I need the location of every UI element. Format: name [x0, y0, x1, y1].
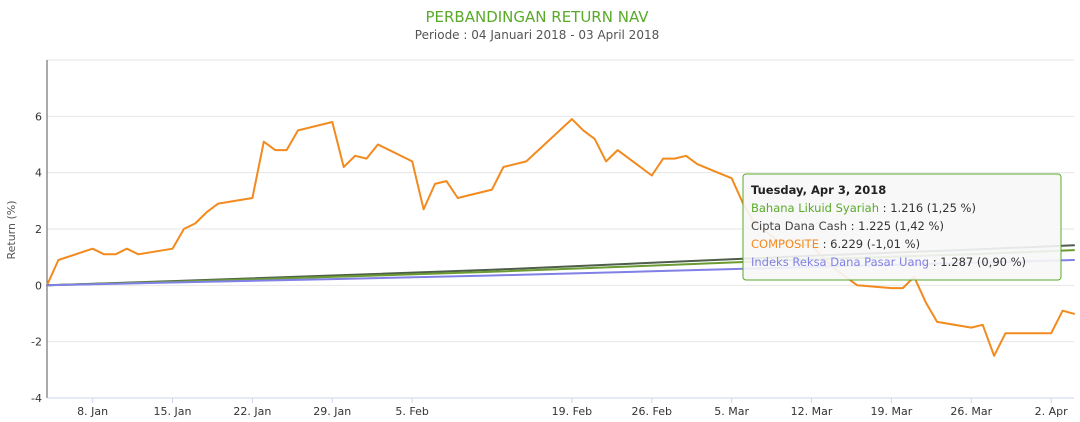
axis-layer: -4 -2 0 2 4 6 8. Jan 15. Jan 22. Jan 29. Jan 5. Fe… [31, 60, 1074, 418]
tooltip-series-name: Bahana Likuid Syariah [751, 201, 879, 215]
x-tick-label: 22. Jan [233, 405, 271, 418]
tooltip: Tuesday, Apr 3, 2018 Bahana Likuid Syaria… [742, 173, 1062, 281]
y-tick-label: 6 [35, 110, 42, 123]
y-tick-label: 2 [35, 223, 42, 236]
x-tick-label: 8. Jan [77, 405, 108, 418]
tooltip-series-name: Cipta Dana Cash [751, 219, 847, 233]
x-tick-label: 5. Feb [395, 405, 428, 418]
x-tick-label: 2. Apr [1035, 405, 1068, 418]
y-tick-label: 4 [35, 167, 42, 180]
tooltip-series-name: COMPOSITE [751, 237, 819, 251]
grid-layer [47, 59, 1074, 399]
x-tick-label: 26. Mar [950, 405, 992, 418]
tooltip-row: Bahana Likuid Syariah : 1.216 (1,25 %) [751, 201, 976, 215]
y-axis-title: Return (%) [5, 200, 18, 259]
x-tick-label: 15. Jan [154, 405, 192, 418]
tooltip-box [742, 173, 1062, 281]
y-tick-label: -4 [31, 392, 42, 405]
x-tick-label: 29. Jan [313, 405, 351, 418]
x-tick-label: 12. Mar [791, 405, 833, 418]
x-tick-label: 19. Mar [871, 405, 913, 418]
tooltip-series-value: : 6.229 (-1,01 %) [819, 237, 920, 251]
x-tick-label: 5. Mar [714, 405, 749, 418]
tooltip-series-value: : 1.287 (0,90 %) [929, 255, 1026, 269]
tooltip-series-name: Indeks Reksa Dana Pasar Uang [751, 255, 929, 269]
tooltip-row: COMPOSITE : 6.229 (-1,01 %) [751, 237, 920, 251]
x-tick-label: 19. Feb [552, 405, 592, 418]
tooltip-header: Tuesday, Apr 3, 2018 [751, 183, 886, 197]
y-tick-label: 0 [35, 279, 42, 292]
y-tick-label: -2 [31, 336, 42, 349]
tooltip-series-value: : 1.225 (1,42 %) [847, 219, 944, 233]
chart-subtitle: Periode : 04 Januari 2018 - 03 April 201… [415, 28, 659, 42]
x-tick-label: 26. Feb [632, 405, 672, 418]
series-line-composite [46, 118, 1075, 357]
tooltip-row: Indeks Reksa Dana Pasar Uang : 1.287 (0,… [751, 255, 1026, 269]
tooltip-series-value: : 1.216 (1,25 %) [879, 201, 976, 215]
tooltip-row: Cipta Dana Cash : 1.225 (1,42 %) [751, 219, 944, 233]
chart-title: PERBANDINGAN RETURN NAV [425, 8, 649, 26]
